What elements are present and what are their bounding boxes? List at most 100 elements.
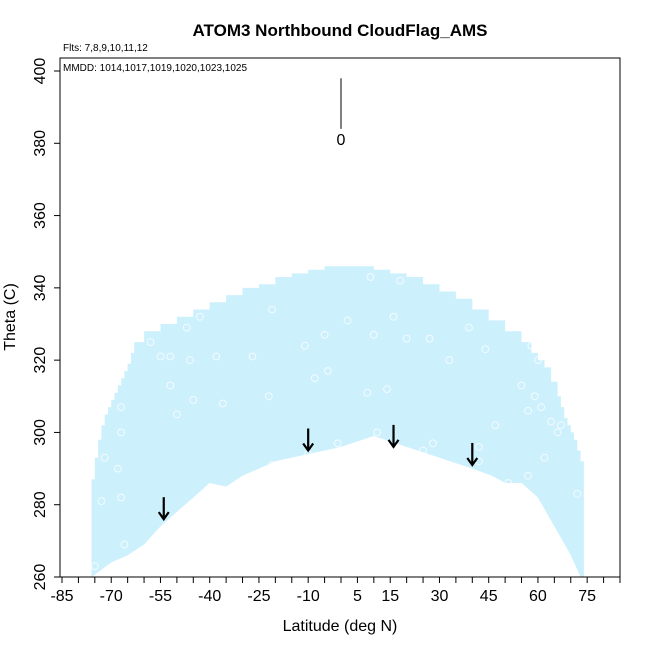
x-axis: -85 -70 -55 -40 -25 -10 5 15 30 45 60 75	[50, 577, 621, 605]
x-tick-label: -40	[198, 588, 221, 605]
sample-point	[517, 381, 526, 390]
sample-point	[448, 276, 457, 285]
sample-point	[113, 464, 122, 473]
x-tick-label: -70	[100, 588, 123, 605]
sample-point	[547, 417, 555, 426]
sample-point	[166, 352, 175, 361]
arrow-head	[302, 442, 315, 453]
x-tick-label: 75	[578, 588, 596, 605]
center-marker-label: 0	[337, 132, 346, 149]
sample-point	[333, 439, 342, 448]
sample-point	[117, 493, 125, 502]
sample-point	[218, 399, 227, 408]
sample-point	[196, 312, 204, 321]
sample-point	[396, 276, 405, 285]
sample-point	[373, 428, 382, 437]
y-tick-label: 300	[32, 419, 49, 446]
sample-point	[491, 421, 500, 430]
sample-point	[425, 334, 434, 343]
sample-point	[524, 471, 532, 480]
sample-point	[248, 352, 257, 361]
x-tick-label: -55	[149, 588, 172, 605]
chart-title: ATOM3 Northbound CloudFlag_AMS	[193, 21, 488, 40]
sample-point	[189, 396, 198, 404]
x-tick-label: -25	[247, 588, 270, 605]
sample-point	[475, 443, 483, 451]
sample-point	[173, 410, 181, 419]
x-tick-label: 5	[353, 588, 362, 605]
tropopause-arrow	[466, 442, 479, 467]
tropopause-arrow	[387, 424, 400, 449]
arrow-head	[387, 439, 400, 449]
sample-point	[465, 323, 473, 332]
sample-point	[402, 334, 411, 343]
sample-point	[363, 388, 372, 397]
y-tick-label: 280	[32, 491, 49, 518]
sample-point	[268, 461, 277, 469]
sample-point	[553, 428, 562, 437]
sample-point	[182, 323, 191, 332]
sample-point	[264, 392, 273, 401]
arrow-head	[466, 457, 479, 467]
sample-point	[117, 428, 125, 437]
x-tick-label: 45	[480, 588, 498, 605]
y-axis-label: Theta (C)	[2, 283, 19, 351]
tropopause-arrow	[157, 497, 170, 522]
x-tick-label: 60	[529, 588, 547, 605]
sample-point	[389, 312, 398, 321]
y-tick-label: 400	[32, 58, 49, 85]
sample-point	[540, 453, 549, 462]
sample-point	[557, 421, 565, 430]
sample-point	[320, 330, 329, 339]
sample-point	[212, 352, 221, 361]
sample-point	[156, 352, 165, 361]
tropopause-arrow	[302, 428, 315, 453]
x-tick-label: 30	[431, 588, 449, 605]
x-tick-label: -85	[50, 588, 73, 605]
y-tick-label: 340	[32, 274, 49, 301]
sample-point	[120, 540, 129, 549]
sample-point	[530, 392, 539, 401]
cloud-flag-area	[91, 266, 584, 577]
x-tick-label: -10	[297, 588, 320, 605]
sample-point	[550, 320, 559, 328]
flights-subtitle: Flts: 7,8,9,10,11,12	[63, 43, 148, 54]
sample-point	[481, 345, 490, 354]
sample-point	[186, 356, 194, 365]
sample-point	[146, 338, 155, 347]
center-marker-layer: 0	[337, 78, 346, 267]
x-axis-label: Latitude (deg N)	[283, 618, 398, 635]
sample-point	[524, 406, 532, 415]
y-tick-label: 320	[32, 347, 49, 374]
sample-point	[534, 356, 542, 365]
dates-subtitle: MMDD: 1014,1017,1019,1020,1023,1025	[63, 63, 247, 74]
sample-point	[366, 273, 375, 281]
sample-point	[166, 381, 175, 390]
sample-point	[248, 280, 257, 289]
y-tick-label: 360	[32, 202, 49, 229]
arrow-head	[157, 511, 170, 522]
sample-point	[268, 305, 277, 314]
sample-point	[310, 374, 319, 383]
sample-point	[537, 403, 546, 412]
plot-frame	[59, 57, 621, 578]
sample-point	[429, 439, 437, 448]
sample-point	[97, 497, 106, 506]
sample-point	[324, 367, 332, 375]
y-tick-label: 380	[32, 130, 49, 157]
sample-point	[117, 403, 125, 412]
y-tick-label: 260	[32, 564, 49, 591]
sample-point	[383, 385, 391, 394]
sample-point	[100, 453, 109, 462]
sample-point	[301, 341, 309, 350]
sample-point	[573, 490, 582, 498]
y-axis: 260 280 300 320 340 360 380 400	[32, 58, 60, 591]
sample-point	[90, 562, 99, 571]
sample-point	[369, 330, 378, 339]
sample-point	[527, 341, 536, 350]
tropopause-arrows-layer	[157, 424, 479, 522]
sample-point	[504, 479, 513, 487]
sample-point	[419, 446, 428, 455]
sample-point	[343, 316, 352, 325]
